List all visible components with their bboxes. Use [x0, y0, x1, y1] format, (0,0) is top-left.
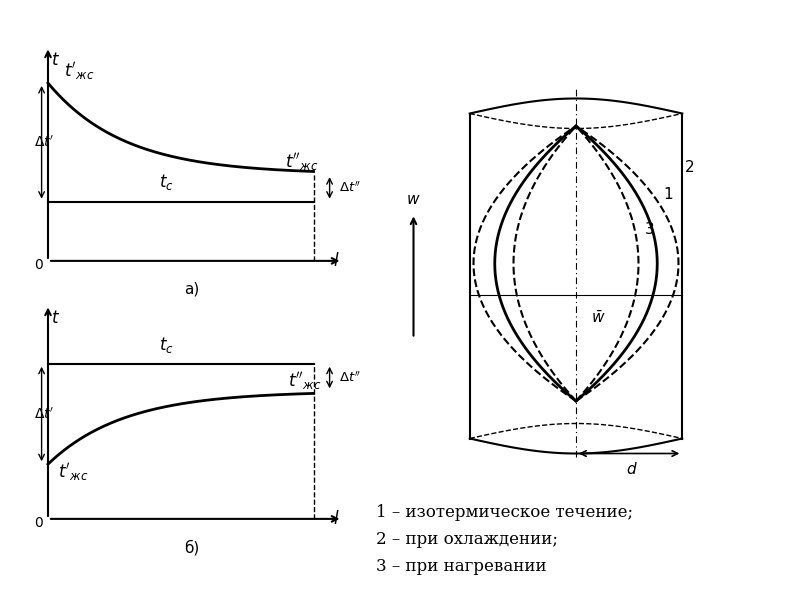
Text: 0: 0	[34, 517, 42, 530]
Text: $w$: $w$	[406, 192, 421, 207]
Text: $t'_{\mathit{жс}}$: $t'_{\mathit{жс}}$	[64, 60, 94, 82]
Text: 2: 2	[685, 160, 694, 175]
Text: $t'_{\mathit{жс}}$: $t'_{\mathit{жс}}$	[58, 461, 88, 484]
Text: $t$: $t$	[51, 309, 60, 327]
Text: $\Delta t'$: $\Delta t'$	[34, 135, 54, 150]
Text: 1: 1	[663, 187, 673, 202]
Text: 3: 3	[645, 221, 654, 236]
Text: 0: 0	[34, 259, 42, 272]
Text: $t''_{\mathit{жс}}$: $t''_{\mathit{жс}}$	[288, 370, 322, 392]
Text: 3 – при нагревании: 3 – при нагревании	[376, 558, 546, 575]
Text: 1 – изотермическое течение;: 1 – изотермическое течение;	[376, 504, 633, 521]
Text: а): а)	[184, 281, 200, 296]
Text: б): б)	[184, 539, 200, 555]
Text: $\Delta t''$: $\Delta t''$	[339, 181, 362, 195]
Text: $\Delta t'$: $\Delta t'$	[34, 406, 54, 422]
Text: $t''_{\mathit{жс}}$: $t''_{\mathit{жс}}$	[285, 151, 318, 173]
Text: $\Delta t''$: $\Delta t''$	[339, 370, 362, 385]
Text: $t_c$: $t_c$	[159, 172, 174, 193]
Text: $l$: $l$	[333, 510, 339, 528]
Text: 2 – при охлаждении;: 2 – при охлаждении;	[376, 531, 558, 548]
Text: $t$: $t$	[51, 51, 60, 69]
Text: $l$: $l$	[333, 252, 339, 270]
Text: $t_c$: $t_c$	[159, 335, 174, 355]
Text: $d$: $d$	[626, 461, 638, 477]
Text: $\bar{w}$: $\bar{w}$	[591, 310, 606, 326]
